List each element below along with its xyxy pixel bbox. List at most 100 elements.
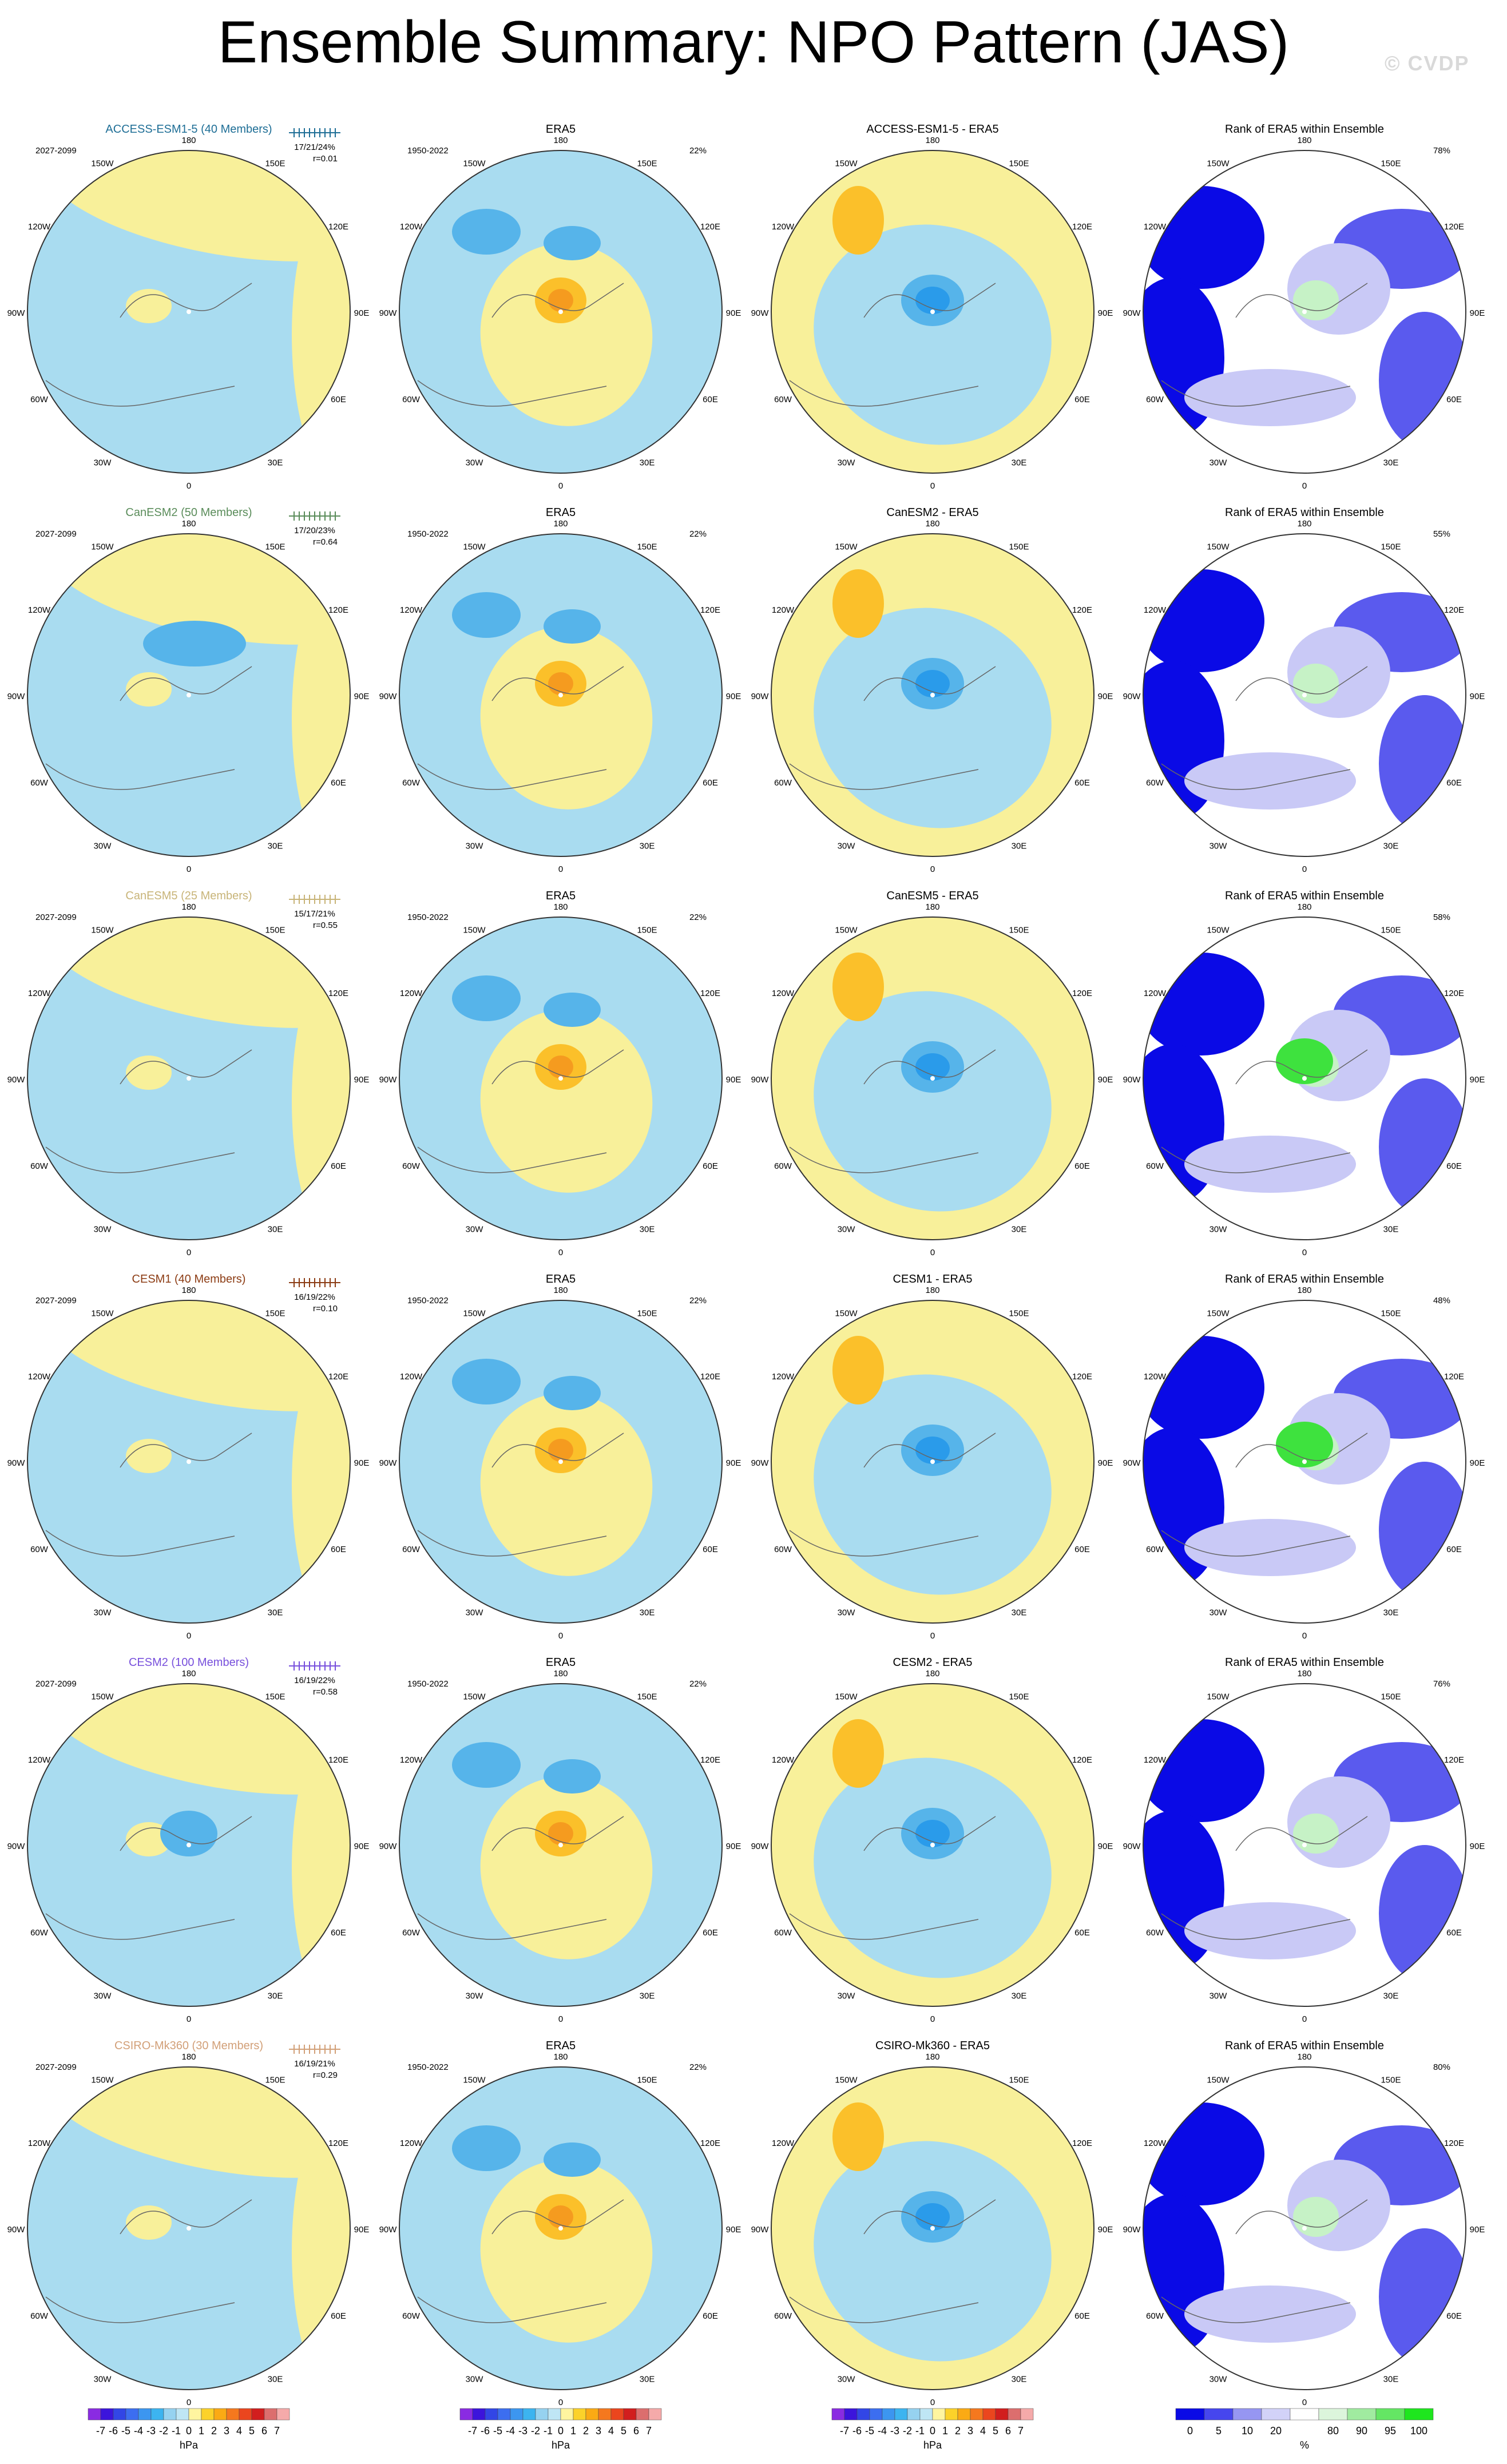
- page-title: Ensemble Summary: NPO Pattern (JAS): [217, 9, 1290, 76]
- colorbar-unit: %: [1300, 2439, 1309, 2451]
- lon-label: 30W: [94, 1991, 112, 2001]
- lon-label: 30E: [268, 1608, 283, 1618]
- coastline: [491, 1433, 624, 1468]
- lon-label: 60E: [1074, 1928, 1090, 1938]
- colorbar-tick-label: 0: [1187, 2425, 1193, 2437]
- lon-label: 120W: [1144, 605, 1167, 615]
- colorbar-tick-label: -3: [890, 2425, 899, 2437]
- colorbar-tick-label: 7: [1018, 2425, 1024, 2437]
- lon-label: 150E: [637, 1309, 657, 1319]
- lon-label: 60E: [703, 1545, 718, 1554]
- colorbar-tick-label: 20: [1270, 2425, 1282, 2437]
- lon-label: 120E: [1072, 222, 1092, 232]
- lon-label: 120W: [400, 222, 423, 232]
- rank-patch: [1379, 2228, 1466, 2366]
- colorbar-tick-label: -7: [96, 2425, 105, 2437]
- lon-label: 120W: [1144, 222, 1167, 232]
- panel-r5-c4: 180 150E 120E 90E 60E 30E 0 30W 60W 90W 120W 150W Ra…: [1123, 1656, 1485, 2024]
- coastline: [863, 1433, 996, 1468]
- lon-label: 180: [181, 902, 196, 912]
- pos-region: [687, 443, 722, 473]
- lon-label: 180: [553, 1669, 568, 1679]
- lon-label: 60W: [1146, 1928, 1164, 1938]
- map-outline: [1143, 1683, 1466, 2007]
- lon-label: 60W: [774, 1545, 792, 1554]
- rank-patch: [1276, 1422, 1333, 1467]
- lon-label: 30E: [640, 1991, 655, 2001]
- lon-label: 60W: [30, 1928, 49, 1938]
- panel-r2-c3: 180 150E 120E 90E 60E 30E 0 30W 60W 90W 120W 150W Ca…: [751, 506, 1113, 874]
- lon-label: 0: [558, 1248, 563, 1257]
- map-outline: [399, 2066, 723, 2390]
- lon-label: 90E: [726, 1458, 741, 1468]
- pos-region: [126, 1056, 172, 1090]
- era5-title: ERA5: [546, 506, 576, 519]
- rank-pct: 58%: [1433, 912, 1450, 922]
- rank-title: Rank of ERA5 within Ensemble: [1225, 1656, 1384, 1669]
- colorbar-tick-label: -1: [544, 2425, 553, 2437]
- lon-label: 30W: [1209, 1991, 1228, 2001]
- colorbar-tick-label: 1: [199, 2425, 204, 2437]
- lon-label: 120W: [28, 2138, 51, 2148]
- coastline: [789, 1530, 979, 1557]
- variance-stats: 16/19/21%: [294, 2059, 335, 2069]
- panel-r1-c4: 180 150E 120E 90E 60E 30E 0 30W 60W 90W 120W 150W Ra…: [1123, 123, 1485, 491]
- pct-variance: 22%: [689, 1296, 707, 1306]
- lon-label: 0: [187, 481, 191, 491]
- colorbar-tick-label: 4: [236, 2425, 242, 2437]
- model-title: CESM1 (40 Members): [132, 1273, 246, 1285]
- lon-label: 30E: [1012, 1608, 1027, 1618]
- pole-marker: [1302, 2226, 1307, 2231]
- map-outline: [27, 533, 351, 857]
- map-field: [1143, 150, 1466, 473]
- pos-region: [480, 1393, 653, 1576]
- coastline: [1235, 1049, 1368, 1085]
- lon-label: 60E: [1446, 1928, 1462, 1938]
- lon-label: 150E: [1381, 926, 1401, 935]
- lon-label: 60E: [331, 778, 346, 788]
- difference-title: CSIRO-Mk360 - ERA5: [875, 2040, 990, 2052]
- coastline: [491, 283, 624, 318]
- neg-core: [160, 1811, 217, 1856]
- colorbar-tick-label: -1: [172, 2425, 181, 2437]
- colorbar-tick-label: 80: [1327, 2425, 1339, 2437]
- lon-label: 180: [1297, 1285, 1311, 1295]
- lon-label: 60E: [1446, 395, 1462, 404]
- lon-label: 90E: [1098, 1458, 1113, 1468]
- rank-pct: 78%: [1433, 146, 1450, 156]
- pos-region: [126, 2205, 172, 2240]
- neg-core: [452, 2125, 521, 2171]
- panel-r2-c1: 180 150E 120E 90E 60E 30E 0 30W 60W 90W 120W 150W Ca…: [7, 506, 370, 874]
- panel-r1-c3: 180 150E 120E 90E 60E 30E 0 30W 60W 90W 120W 150W AC…: [751, 123, 1113, 491]
- pos-region: [687, 827, 722, 856]
- colorbar-tick-label: 6: [633, 2425, 639, 2437]
- coastline: [863, 1816, 996, 1851]
- lon-label: 120E: [1072, 989, 1092, 998]
- coastline: [417, 763, 607, 790]
- colorbar-swatch: [213, 2408, 227, 2421]
- lon-label: 150W: [1207, 159, 1230, 169]
- colorbar-tick-label: 5: [249, 2425, 255, 2437]
- lon-label: 180: [181, 2052, 196, 2062]
- coastline: [789, 380, 979, 407]
- colorbar-tick-label: -4: [878, 2425, 887, 2437]
- neg-core: [915, 1053, 950, 1081]
- lon-label: 150W: [1207, 2076, 1230, 2085]
- lon-label: 180: [181, 1285, 196, 1295]
- lon-label: 60E: [703, 2311, 718, 2321]
- pos-core: [832, 569, 884, 638]
- lon-label: 90E: [1098, 308, 1113, 318]
- period-label: 1950-2022: [407, 146, 449, 156]
- lon-label: 120W: [772, 989, 795, 998]
- rank-patch: [1379, 695, 1466, 832]
- colorbar-swatch: [188, 2408, 202, 2421]
- neg-core: [544, 1376, 601, 1410]
- rank-colorbar: 0 5 10 20 80 90 95 100%: [1175, 2408, 1434, 2451]
- lon-label: 60W: [774, 778, 792, 788]
- lon-label: 60W: [30, 1161, 49, 1171]
- lon-label: 150E: [1009, 926, 1029, 935]
- hpa-colorbar-3: -7 -6 -5 -4 -3 -2 -1 0 1 2 3 4 5 6 7 hPa: [831, 2408, 1034, 2451]
- lon-label: 30E: [1383, 1608, 1399, 1618]
- lon-label: 180: [925, 136, 939, 145]
- map-outline: [399, 916, 723, 1240]
